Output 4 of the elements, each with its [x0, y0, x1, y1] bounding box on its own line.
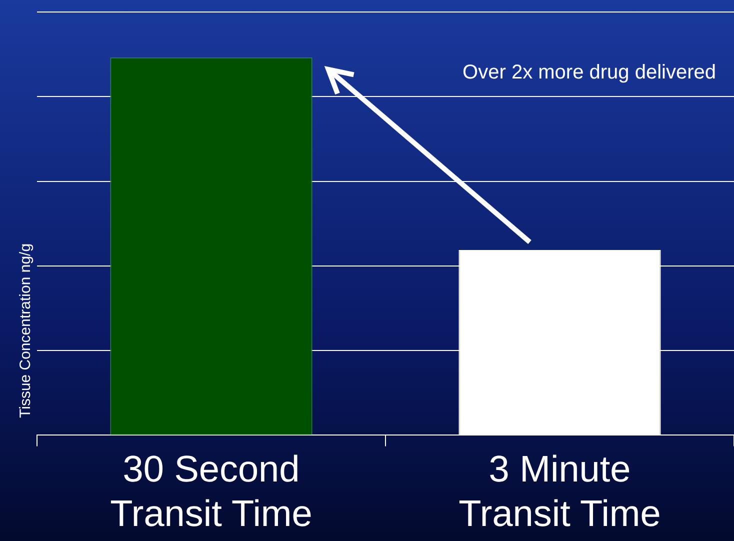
x-tick-label: 30 Second Transit Time [110, 448, 312, 534]
y-axis-title: Tissue Concentration ng/g [17, 243, 34, 418]
annotation: Over 2x more drug delivered [462, 62, 716, 84]
x-tick-label: 3 Minute Transit Time [458, 448, 661, 534]
